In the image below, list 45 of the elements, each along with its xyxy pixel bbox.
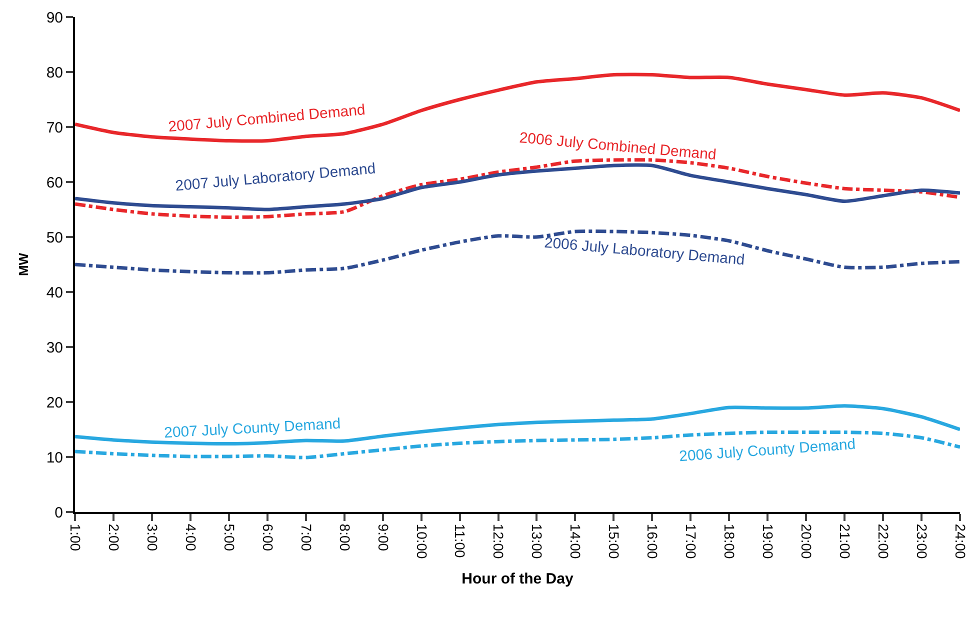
x-tick-label: 5:00 (221, 524, 238, 552)
y-tick-label: 20 (46, 394, 63, 412)
y-tick-label: 30 (46, 339, 63, 356)
y-tick-label: 0 (54, 504, 63, 522)
x-tick-label: 19:00 (760, 524, 776, 560)
y-tick-label: 50 (46, 229, 63, 246)
x-tick-label: 3:00 (144, 524, 160, 552)
y-tick-label: 60 (46, 174, 63, 192)
x-tick-label: 15:00 (606, 524, 622, 560)
x-tick-label: 21:00 (837, 524, 854, 560)
series-label: 2006 July Laboratory Demand (544, 234, 746, 269)
x-tick-label: 4:00 (182, 524, 199, 552)
x-axis-title: Hour of the Day (462, 570, 574, 588)
x-tick-label: 22:00 (875, 524, 892, 560)
x-tick-label: 16:00 (644, 524, 661, 560)
x-tick-label: 12:00 (490, 524, 507, 560)
x-tick-label: 20:00 (798, 524, 815, 560)
x-tick-label: 18:00 (722, 524, 738, 560)
series-label: 2007 July County Demand (164, 415, 342, 442)
x-tick-label: 6:00 (260, 524, 276, 552)
series-label: 2007 July Combined Demand (168, 101, 366, 136)
y-tick-label: 90 (46, 9, 63, 26)
x-tick-label: 14:00 (568, 524, 584, 560)
x-tick-label: 7:00 (298, 524, 314, 552)
x-tick-label: 24:00 (952, 524, 968, 560)
series-label: 2007 July Laboratory Demand (174, 160, 376, 195)
x-tick-label: 2:00 (106, 524, 122, 552)
y-tick-label: 70 (46, 119, 63, 136)
x-tick-label: 23:00 (914, 524, 930, 560)
x-tick-label: 17:00 (683, 524, 700, 560)
x-tick-label: 11:00 (452, 524, 468, 558)
x-tick-label: 8:00 (336, 524, 353, 552)
y-axis-title: MW (16, 252, 31, 276)
x-tick-label: 9:00 (375, 524, 392, 552)
series-label: 2006 July Combined Demand (518, 129, 717, 164)
series-label: 2006 July County Demand (678, 436, 856, 466)
line-series (75, 229, 960, 275)
x-tick-label: 10:00 (414, 524, 430, 560)
y-tick-label: 10 (46, 449, 63, 466)
y-tick-label: 40 (46, 284, 63, 302)
x-tick-label: 1:00 (67, 524, 84, 552)
y-tick-label: 80 (46, 64, 63, 82)
x-tick-label: 13:00 (529, 524, 546, 560)
line-series (75, 158, 960, 219)
line-series (75, 163, 960, 212)
